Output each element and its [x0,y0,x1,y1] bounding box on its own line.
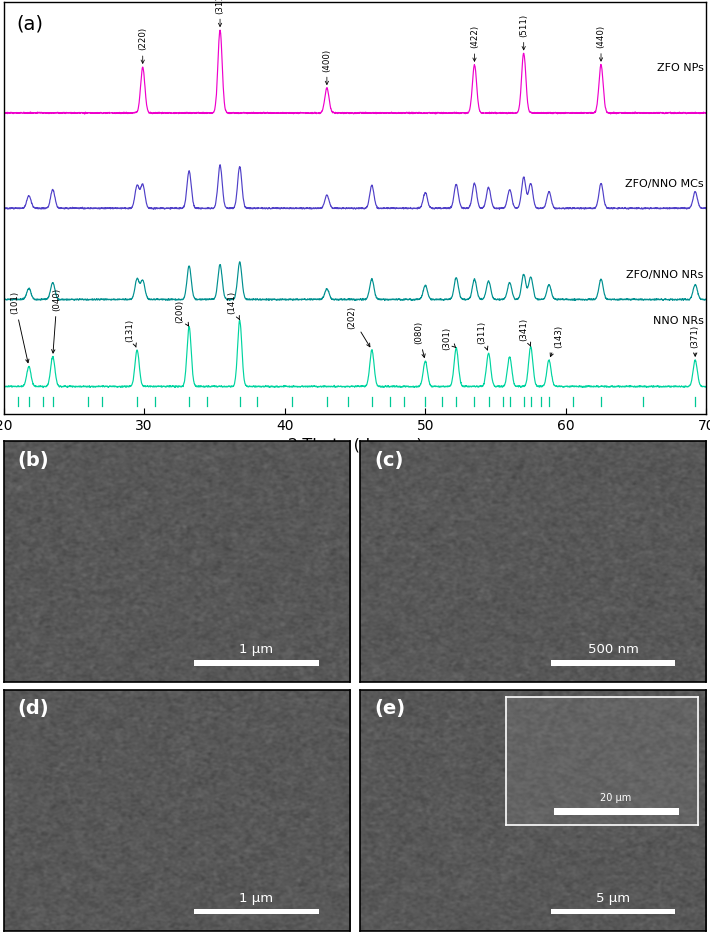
Text: (440): (440) [596,25,606,61]
Text: (e): (e) [374,699,405,719]
X-axis label: 2-Theta (degree): 2-Theta (degree) [288,438,422,453]
Text: NNO NRs: NNO NRs [652,316,704,326]
Text: (b): (b) [18,450,49,470]
Text: (d): (d) [18,699,49,719]
Text: (080): (080) [414,321,425,358]
Bar [194,909,319,914]
Text: 5 μm: 5 μm [596,892,630,905]
Text: ZFO NPs: ZFO NPs [657,64,704,73]
Text: (371): (371) [691,325,699,357]
Text: (341): (341) [519,317,530,346]
Text: (141): (141) [226,291,239,320]
Text: ZFO/NNO NRs: ZFO/NNO NRs [626,271,704,281]
Text: (422): (422) [470,25,479,61]
Text: (040): (040) [52,288,62,353]
Text: (311): (311) [216,0,224,26]
Bar [551,909,675,914]
Text: (311): (311) [477,321,488,350]
Text: (220): (220) [138,27,147,64]
Bar [551,660,675,665]
Text: (101): (101) [11,291,29,362]
Bar [194,660,319,665]
Text: (143): (143) [550,325,563,357]
Text: (301): (301) [442,327,456,350]
Text: (202): (202) [348,306,370,346]
Text: (c): (c) [374,450,403,470]
Text: 1 μm: 1 μm [239,643,273,656]
Text: (a): (a) [16,14,43,34]
Text: ZFO/NNO MCs: ZFO/NNO MCs [625,179,704,189]
Text: 500 nm: 500 nm [587,643,638,656]
Text: (511): (511) [519,14,528,50]
Text: (200): (200) [175,300,189,326]
Text: 1 μm: 1 μm [239,892,273,905]
Text: (400): (400) [322,49,332,84]
Text: (131): (131) [126,318,136,347]
